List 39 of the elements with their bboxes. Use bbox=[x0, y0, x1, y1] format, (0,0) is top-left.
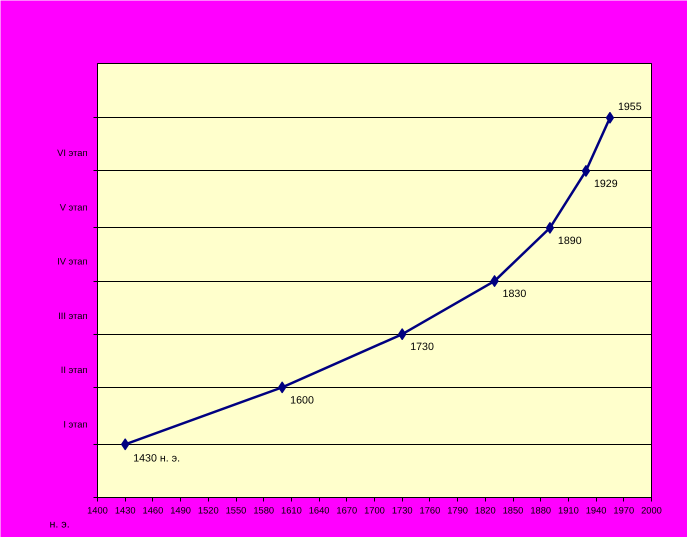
x-tick-label: 1400 bbox=[87, 506, 108, 516]
x-axis-title: н. э. bbox=[50, 518, 70, 530]
x-tick-label: 1490 bbox=[170, 506, 191, 516]
text: V этап bbox=[60, 202, 88, 212]
text: IV этап bbox=[57, 256, 88, 267]
x-tick-label: 1580 bbox=[253, 506, 274, 516]
x-tick-label: 1760 bbox=[420, 506, 440, 516]
annotation: 1600 bbox=[290, 394, 314, 406]
x-tick-label: 1820 bbox=[474, 506, 496, 516]
x-tick-label: 1460 bbox=[142, 506, 164, 516]
x-tick-label: 1880 bbox=[530, 506, 552, 516]
x-tick-label: 1700 bbox=[364, 506, 385, 516]
annotation: 1430 н. э. bbox=[133, 452, 180, 464]
annotation: 1730 bbox=[410, 341, 434, 354]
text: I этап bbox=[63, 419, 88, 430]
annotation: 1890 bbox=[558, 234, 582, 247]
point bbox=[490, 275, 499, 288]
x-tick-label: 1430 bbox=[114, 506, 136, 516]
x-tick-label: 1940 bbox=[586, 506, 606, 516]
point bbox=[606, 112, 614, 124]
text: III этап bbox=[58, 310, 88, 321]
point bbox=[582, 164, 590, 177]
text: II этап bbox=[60, 365, 88, 376]
x-tick-label: 1640 bbox=[308, 506, 330, 516]
x-tick-label: 1520 bbox=[198, 506, 219, 516]
x-tick-label: 1970 bbox=[613, 506, 634, 516]
x-tick-label: 1850 bbox=[502, 506, 524, 516]
x-tick-label: 1550 bbox=[226, 506, 246, 516]
annotation: 1830 bbox=[502, 288, 526, 300]
x-tick-label: 2000 bbox=[641, 506, 662, 516]
annotation: 1955 bbox=[618, 100, 642, 113]
annotation: 1929 bbox=[594, 178, 618, 190]
text: VI этап bbox=[57, 148, 88, 158]
x-tick-label: 1910 bbox=[558, 506, 579, 516]
point bbox=[546, 222, 554, 234]
x-tick-label: 1730 bbox=[392, 506, 413, 516]
x-tick-label: 1610 bbox=[281, 506, 302, 516]
x-tick-label: 1790 bbox=[447, 506, 468, 516]
x-tick-label: 1670 bbox=[336, 506, 358, 516]
